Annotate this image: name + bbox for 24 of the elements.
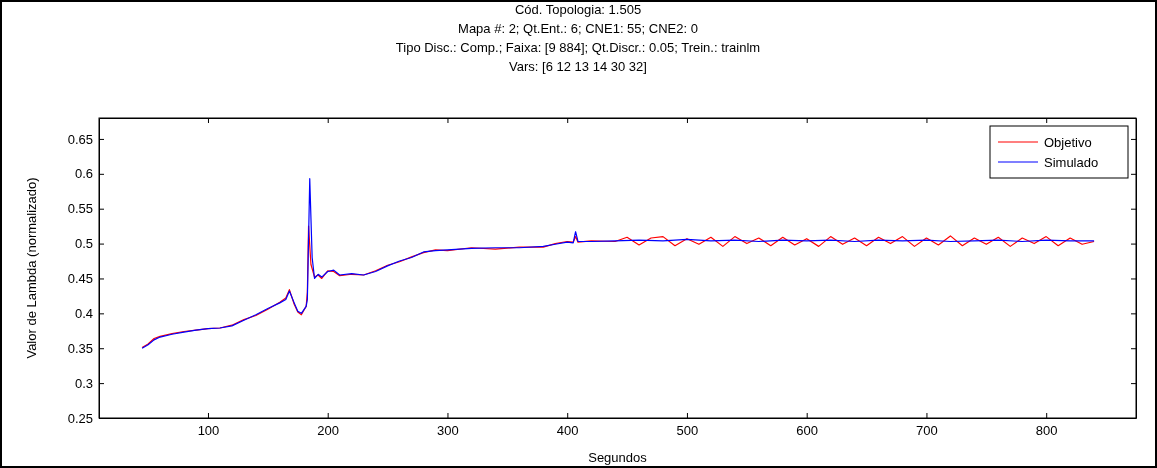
y-axis-title: Valor de Lambda (normalizado) [24, 177, 39, 359]
y-tick-label: 0.55 [67, 201, 93, 217]
x-tick-label: 300 [437, 423, 459, 439]
x-axis-title: Segundos [588, 450, 648, 465]
y-tick-label: 0.4 [74, 306, 93, 322]
x-tick-label: 800 [1035, 423, 1058, 439]
legend-label: Objetivo [1044, 135, 1092, 150]
x-tick-label: 500 [676, 423, 699, 439]
legend-label: Simulado [1044, 155, 1099, 170]
chart-title: Cód. Topologia: 1.505 [514, 2, 642, 17]
y-tick-label: 0.3 [74, 375, 93, 391]
y-tick-label: 0.65 [67, 131, 93, 147]
line-series [141, 178, 1095, 349]
y-tick-label: 0.35 [67, 340, 93, 356]
x-tick-label: 200 [317, 423, 340, 439]
x-tick-label: 400 [556, 423, 579, 439]
y-tick-label: 0.45 [67, 271, 93, 287]
y-tick-label: 0.25 [67, 410, 93, 426]
chart-subtitle: Mapa #: 2; Qt.Ent.: 6; CNE1: 55; CNE2: 0 Tipo Disc.: Comp.; Faixa: [9 884]; Qt.Discr.: 0.05; Trein.: trainlm Vars: [6 12 13 14 30 32] [395, 21, 761, 74]
y-tick-label: 0.5 [74, 236, 93, 252]
x-tick-label: 100 [197, 423, 220, 439]
x-tick-label: 700 [916, 423, 938, 439]
y-tick-label: 0.6 [74, 166, 93, 182]
x-tick-label: 600 [796, 423, 819, 439]
